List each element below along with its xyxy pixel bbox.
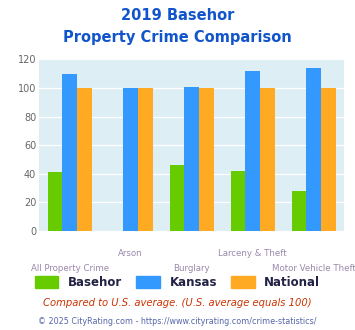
Text: Burglary: Burglary — [173, 264, 210, 273]
Bar — [231, 171, 245, 231]
Bar — [48, 172, 62, 231]
Text: © 2025 CityRating.com - https://www.cityrating.com/crime-statistics/: © 2025 CityRating.com - https://www.city… — [38, 317, 317, 326]
Text: Arson: Arson — [118, 249, 143, 258]
Bar — [184, 86, 199, 231]
Text: Property Crime Comparison: Property Crime Comparison — [63, 30, 292, 45]
Bar — [292, 191, 306, 231]
Text: Motor Vehicle Theft: Motor Vehicle Theft — [272, 264, 355, 273]
Bar — [321, 88, 336, 231]
Bar — [260, 88, 275, 231]
Bar — [123, 88, 138, 231]
Bar — [306, 68, 321, 231]
Bar — [62, 74, 77, 231]
Legend: Basehor, Kansas, National: Basehor, Kansas, National — [30, 272, 325, 294]
Bar — [170, 165, 184, 231]
Bar — [138, 88, 153, 231]
Text: Larceny & Theft: Larceny & Theft — [218, 249, 287, 258]
Bar — [245, 71, 260, 231]
Text: 2019 Basehor: 2019 Basehor — [121, 8, 234, 23]
Text: All Property Crime: All Property Crime — [31, 264, 109, 273]
Text: Compared to U.S. average. (U.S. average equals 100): Compared to U.S. average. (U.S. average … — [43, 298, 312, 308]
Bar — [199, 88, 214, 231]
Bar — [77, 88, 92, 231]
